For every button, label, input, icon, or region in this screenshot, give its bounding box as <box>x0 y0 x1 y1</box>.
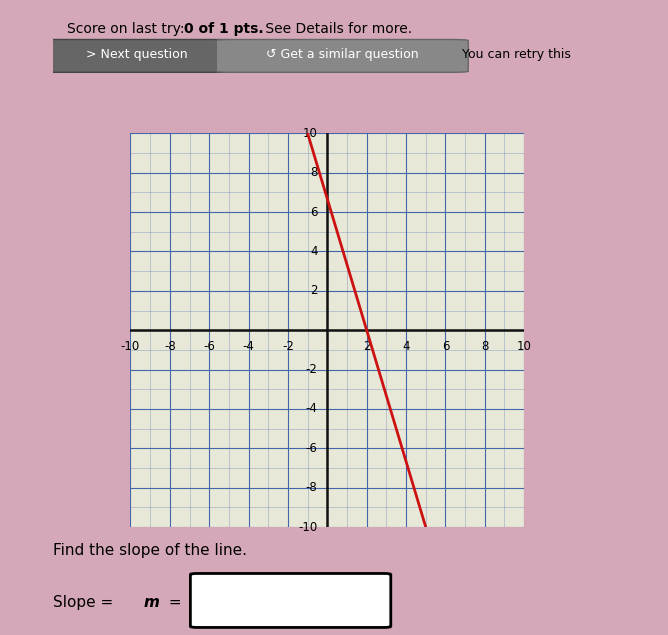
Text: -10: -10 <box>298 521 317 533</box>
Text: You can retry this: You can retry this <box>462 48 571 62</box>
Text: 10: 10 <box>303 127 317 140</box>
Text: Score on last try:: Score on last try: <box>67 22 188 36</box>
Text: -2: -2 <box>282 340 294 353</box>
Text: -8: -8 <box>164 340 176 353</box>
Text: -6: -6 <box>305 442 317 455</box>
Text: -4: -4 <box>242 340 255 353</box>
Text: 2: 2 <box>310 284 317 297</box>
FancyBboxPatch shape <box>190 573 391 627</box>
Text: 8: 8 <box>310 166 317 179</box>
Text: -8: -8 <box>306 481 317 494</box>
Text: 0 of 1 pts.: 0 of 1 pts. <box>184 22 263 36</box>
Text: 4: 4 <box>402 340 409 353</box>
Text: -10: -10 <box>121 340 140 353</box>
Text: 6: 6 <box>310 206 317 218</box>
Text: -2: -2 <box>305 363 317 376</box>
Text: 2: 2 <box>363 340 371 353</box>
Text: m: m <box>144 595 160 610</box>
Text: 8: 8 <box>481 340 488 353</box>
Text: =: = <box>164 595 186 610</box>
Text: Slope =: Slope = <box>53 595 118 610</box>
FancyBboxPatch shape <box>35 39 238 72</box>
Text: > Next question: > Next question <box>86 48 187 62</box>
Text: 4: 4 <box>310 245 317 258</box>
Text: See Details for more.: See Details for more. <box>261 22 411 36</box>
Text: 10: 10 <box>517 340 532 353</box>
Text: Find the slope of the line.: Find the slope of the line. <box>53 544 247 558</box>
FancyBboxPatch shape <box>216 39 468 72</box>
Text: -6: -6 <box>203 340 215 353</box>
Text: -4: -4 <box>305 403 317 415</box>
Text: ↺ Get a similar question: ↺ Get a similar question <box>266 48 419 62</box>
Text: 6: 6 <box>442 340 449 353</box>
